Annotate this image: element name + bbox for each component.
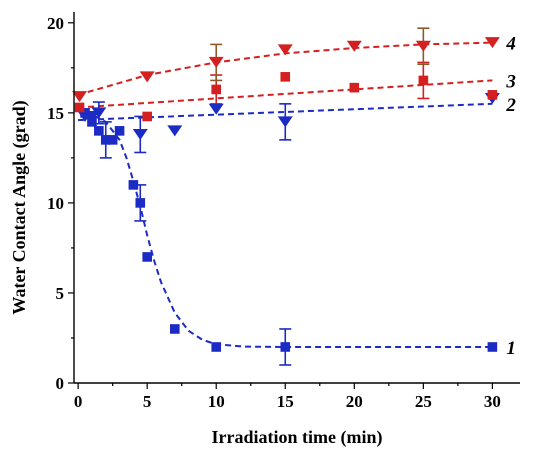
axes: 0 5 10 15 20 25 30 0 5 10 15 20 xyxy=(47,12,520,411)
data-markers xyxy=(72,37,500,352)
data-point-series-1 xyxy=(135,198,146,208)
data-point-series-3 xyxy=(142,111,152,122)
series-label-4: 4 xyxy=(505,34,516,55)
data-point-series-3 xyxy=(211,84,222,95)
x-tick-label: 15 xyxy=(277,392,294,411)
data-point-series-1 xyxy=(114,126,125,136)
series-label-3: 3 xyxy=(505,71,516,92)
x-tick-label: 10 xyxy=(208,392,225,411)
data-point-series-4 xyxy=(484,37,500,49)
data-point-series-4 xyxy=(208,56,224,68)
x-tick-label: 0 xyxy=(74,392,83,411)
series-labels: 1 2 3 4 xyxy=(505,34,516,359)
data-point-series-1 xyxy=(94,126,104,136)
y-axis-title: Water Contact Angle (grad) xyxy=(9,100,30,314)
data-point-series-2 xyxy=(277,116,293,128)
data-point-series-1 xyxy=(211,342,222,352)
data-point-series-2 xyxy=(208,103,224,115)
y-tick-label: 15 xyxy=(47,104,64,123)
y-tick-label: 0 xyxy=(56,374,65,393)
series-label-2: 2 xyxy=(505,95,516,116)
x-tick-label: 30 xyxy=(484,392,501,411)
data-point-series-3 xyxy=(74,102,85,113)
data-point-series-1 xyxy=(128,180,139,190)
data-point-series-3 xyxy=(418,75,429,86)
data-point-series-3 xyxy=(349,82,360,93)
data-point-series-2 xyxy=(91,107,107,119)
x-tick-label: 25 xyxy=(415,392,432,411)
x-axis-title: Irradiation time (min) xyxy=(212,427,383,448)
data-point-series-4 xyxy=(139,71,155,83)
data-point-series-4 xyxy=(72,91,88,103)
data-point-series-2 xyxy=(167,125,183,137)
y-tick-label: 5 xyxy=(56,284,65,303)
series-label-1: 1 xyxy=(506,338,516,359)
data-point-series-1 xyxy=(100,135,111,145)
y-tick-label: 20 xyxy=(47,14,64,33)
data-point-series-1 xyxy=(280,342,291,352)
error-bars xyxy=(92,27,430,366)
x-tick-label: 5 xyxy=(143,392,152,411)
data-point-series-1 xyxy=(487,342,498,352)
y-tick-label: 10 xyxy=(47,194,64,213)
x-tick-label: 20 xyxy=(346,392,363,411)
data-point-series-1 xyxy=(107,135,118,145)
data-point-series-3 xyxy=(487,90,498,100)
data-point-series-4 xyxy=(346,40,362,52)
fit-line-series-2 xyxy=(78,102,493,122)
data-point-series-2 xyxy=(132,128,148,140)
data-point-series-4 xyxy=(277,44,293,56)
data-point-series-1 xyxy=(169,324,180,334)
data-point-series-3 xyxy=(280,72,291,82)
data-point-series-4 xyxy=(415,40,431,52)
fit-line-series-1 xyxy=(84,111,493,348)
data-point-series-1 xyxy=(142,252,152,262)
